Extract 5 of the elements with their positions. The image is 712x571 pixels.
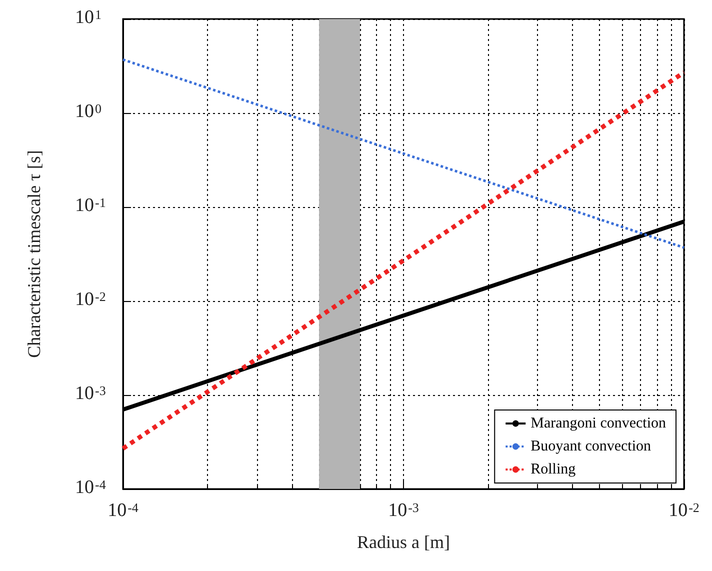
legend-label: Rolling bbox=[530, 462, 576, 478]
x-axis-title: Radius a [m] bbox=[357, 532, 450, 552]
legend-label: Buoyant convection bbox=[530, 438, 652, 454]
legend-label: Marangoni convection bbox=[530, 416, 666, 432]
y-axis-title: Characteristic timescale τ [s] bbox=[24, 150, 44, 358]
